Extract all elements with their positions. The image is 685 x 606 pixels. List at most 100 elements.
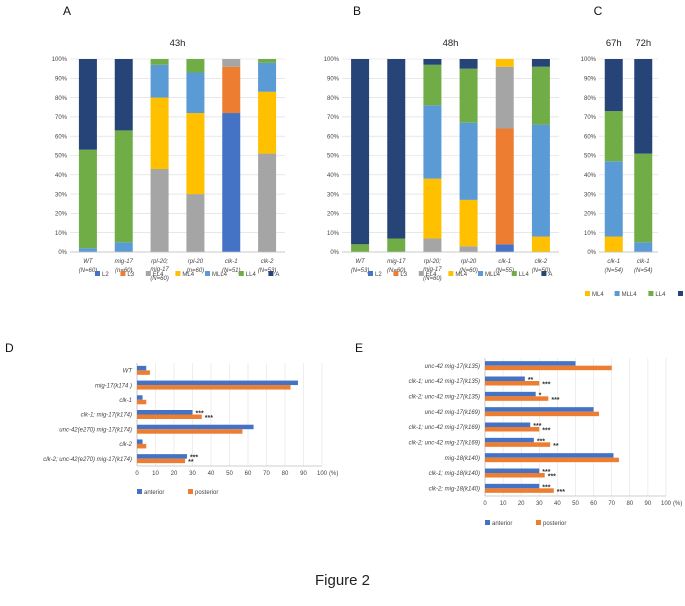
x-tick-label-E: 40 [554, 501, 561, 507]
bar-segment-A-2-ML4 [150, 97, 169, 170]
y-tick-label-A: 80% [55, 96, 68, 102]
x-tick-label-D: 30 [189, 471, 196, 477]
bar-segment-A-2-MLL4 [150, 64, 169, 98]
category-label-B: clk-1 [498, 259, 511, 265]
x-tick-label-E: 0 [483, 501, 487, 507]
significance-mark-E: *** [542, 382, 550, 389]
hbar-E-0-anterior [485, 361, 576, 366]
significance-mark-E: *** [537, 438, 545, 445]
x-tick-label-D: 20 [171, 471, 178, 477]
legend-label-A-L3: L3 [127, 272, 134, 278]
legend-label-B-L3: L3 [400, 272, 407, 278]
hbar-D-5-anterior [137, 439, 143, 444]
bar-segment-A-1-A [114, 59, 133, 131]
category-n-label-B: (N=60) [423, 276, 442, 282]
y-tick-label-C: 100% [581, 57, 597, 63]
y-tick-label-B: 90% [327, 77, 340, 83]
y-tick-label-C: 60% [584, 134, 597, 140]
bar-segment-B-5-MLL4 [531, 124, 550, 237]
x-tick-label-D: 80 [282, 471, 289, 477]
legend-label-B-EL4: EL4 [426, 272, 437, 278]
legend-swatch-E-posterior [536, 520, 541, 525]
category-label-B: mig-17 [423, 267, 442, 273]
bar-segment-B-3-A [459, 59, 478, 69]
legend-swatch-C-A [678, 291, 683, 296]
legend-label-A-L2: L2 [102, 272, 109, 278]
bar-segment-A-5-LL4 [258, 59, 277, 63]
y-tick-label-B: 100% [324, 57, 340, 63]
hbar-E-5-posterior [485, 442, 551, 447]
category-label-A: mig-17 [115, 259, 134, 265]
significance-mark-E: *** [548, 474, 556, 481]
x-tick-label-E: 60 [590, 501, 597, 507]
y-tick-label-C: 90% [584, 77, 597, 83]
bar-segment-B-4-L3 [495, 128, 514, 245]
hbar-D-1-posterior [137, 385, 291, 390]
legend-swatch-C-MLL4 [614, 291, 620, 296]
x-unit-label-E: (%) [673, 501, 682, 507]
legend-swatch-A-LL4 [238, 271, 244, 276]
bar-segment-A-1-LL4 [114, 130, 133, 243]
y-tick-label-A: 90% [55, 77, 68, 83]
x-unit-label-D: (%) [329, 471, 338, 477]
category-n-label-B: (N=60) [459, 268, 478, 274]
bar-segment-B-4-EL4 [495, 66, 514, 129]
legend-label-B-A: A [548, 272, 552, 278]
category-n-label-A: (N=60) [79, 268, 98, 274]
bar-segment-B-3-MLL4 [459, 122, 478, 200]
hbar-E-4-posterior [485, 427, 540, 432]
category-label-B: rpl-20; [424, 259, 441, 265]
y-tick-label-A: 50% [55, 154, 68, 160]
legend-swatch-B-LL4 [511, 271, 517, 276]
bar-segment-B-2-A [423, 59, 442, 65]
category-label-E: unc-42 mig-17(k169) [425, 410, 480, 416]
legend-label-B-ML4: ML4 [455, 272, 467, 278]
chart-title-B: 48h [443, 38, 459, 49]
y-tick-label-B: 60% [327, 134, 340, 140]
x-tick-label-E: 50 [572, 501, 579, 507]
y-tick-label-A: 40% [55, 173, 68, 179]
bar-segment-B-2-LL4 [423, 64, 442, 106]
category-label-E: unc-42 mig-17(k135) [425, 364, 480, 370]
y-tick-label-A: 70% [55, 115, 68, 121]
category-label-E: clk-1; unc-42 mig-17(k169) [409, 425, 480, 431]
significance-mark-E: *** [542, 428, 550, 435]
significance-mark-E: *** [542, 484, 550, 491]
legend-label-C-LL4: LL4 [655, 292, 666, 298]
y-tick-label-B: 30% [327, 192, 340, 198]
x-tick-label-D: 60 [245, 471, 252, 477]
y-tick-label-A: 60% [55, 134, 68, 140]
legend-swatch-C-ML4 [585, 291, 590, 296]
bar-segment-A-5-ML4 [258, 91, 277, 154]
category-n-label-C: (N=54) [604, 268, 623, 274]
hbar-E-4-anterior [485, 422, 531, 427]
y-tick-label-C: 30% [584, 192, 597, 198]
hbar-D-3-anterior [137, 410, 193, 415]
bar-segment-B-4-ML4 [495, 59, 514, 67]
x-tick-label-E: 70 [608, 501, 615, 507]
category-label-A: rpl-20; [151, 259, 168, 265]
significance-mark-D: *** [205, 415, 213, 422]
significance-mark-E: *** [557, 489, 565, 496]
bar-segment-B-1-A [387, 59, 406, 239]
hbar-D-6-posterior [137, 458, 186, 464]
y-tick-label-B: 70% [327, 115, 340, 121]
y-tick-label-A: 10% [55, 231, 68, 237]
x-tick-label-E: 30 [536, 501, 543, 507]
category-label-D: WT [123, 369, 134, 375]
y-tick-label-A: 30% [55, 192, 68, 198]
bar-segment-B-0-A [351, 59, 370, 245]
hbar-D-0-anterior [137, 365, 147, 371]
category-label-B: mig-17 [387, 259, 406, 265]
legend-label-D-anterior: anterior [144, 490, 164, 496]
legend-swatch-B-A [541, 271, 547, 276]
legend-swatch-A-A [268, 271, 274, 276]
hbar-E-6-anterior [485, 453, 614, 458]
y-tick-label-A: 0% [58, 250, 67, 256]
legend-swatch-A-EL4 [145, 271, 151, 276]
legend-swatch-A-ML4 [175, 271, 181, 276]
bar-segment-B-5-A [531, 59, 550, 67]
category-n-label-A: (N=60) [150, 276, 169, 282]
bar-segment-A-4-L3 [222, 66, 241, 114]
panel-label-D: D [5, 341, 14, 355]
